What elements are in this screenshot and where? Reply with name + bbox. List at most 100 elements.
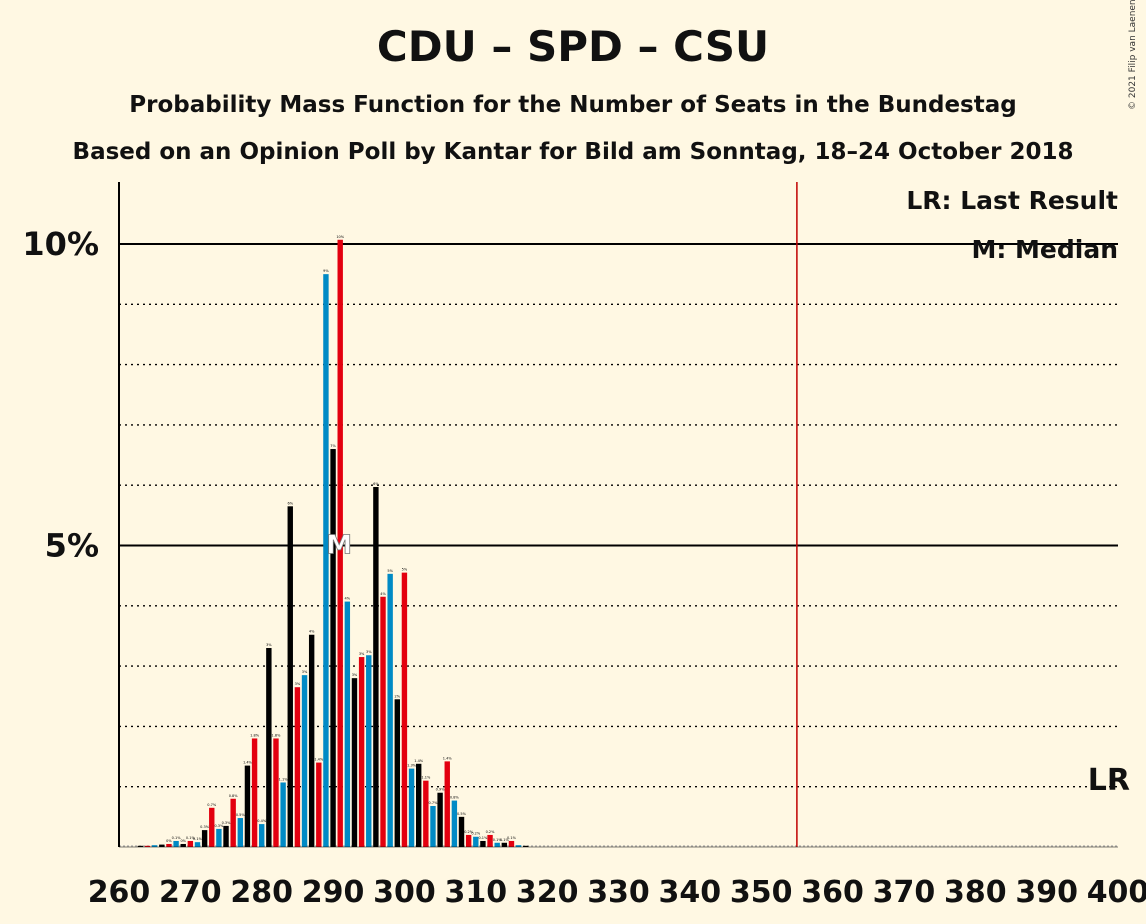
bar-303 [423, 780, 429, 847]
bar-label-276: 0.8% [229, 794, 239, 798]
bar-label-295: 3% [366, 650, 372, 654]
bar-265 [151, 845, 158, 847]
bar-275 [223, 825, 229, 847]
bar-298 [387, 573, 393, 847]
bar-281 [266, 648, 272, 847]
bar-label-268: 0.1% [172, 836, 182, 840]
bars [137, 239, 529, 848]
bar-305 [437, 792, 443, 847]
bar-284 [287, 506, 293, 847]
bar-label-291: 10% [336, 235, 344, 239]
bar-267 [166, 843, 172, 847]
last-result-label: LR [1088, 763, 1130, 798]
bar-label-308: 0.5% [457, 812, 467, 816]
bar-266 [159, 844, 165, 847]
bar-268 [173, 840, 179, 847]
bar-label-272: 0.3% [200, 825, 210, 829]
bar-label-294: 3% [359, 652, 365, 656]
bar-label-297: 4% [380, 592, 386, 596]
bar-label-284: 6% [287, 501, 293, 505]
bar-label-300: 5% [402, 568, 408, 572]
bar-278 [244, 765, 251, 847]
y-tick-5: 5% [45, 527, 99, 565]
bar-283 [280, 782, 286, 847]
bar-314 [501, 842, 508, 847]
bar-label-312: 0.2% [486, 830, 496, 834]
bar-label-315: 0.1% [507, 836, 517, 840]
bar-292 [344, 601, 351, 847]
bar-287 [308, 634, 315, 847]
bar-label-299: 2% [395, 694, 401, 698]
bar-307 [451, 800, 458, 847]
bar-label-287: 4% [309, 630, 315, 634]
y-tick-labels: 5% 10% [22, 225, 99, 565]
x-tick-330: 330 [587, 875, 650, 910]
x-tick-310: 310 [444, 875, 507, 910]
bar-label-277: 0.5% [236, 813, 246, 817]
legend-median: M: Median [971, 235, 1118, 264]
bar-271 [194, 842, 201, 847]
bar-308 [458, 816, 465, 847]
bar-317 [523, 845, 529, 847]
bar-label-301: 1.3% [407, 764, 417, 768]
median-marker: M [326, 531, 352, 561]
bar-label-293: 3% [352, 673, 358, 677]
bar-279 [251, 738, 258, 847]
bar-label-288: 1.4% [314, 758, 324, 762]
x-tick-350: 350 [730, 875, 793, 910]
bar-label-292: 4% [345, 597, 351, 601]
bar-label-290: 7% [330, 444, 336, 448]
copyright-note: © 2021 Filip van Laenen [1128, 0, 1138, 110]
bar-306 [444, 761, 450, 847]
bar-280 [259, 824, 265, 847]
bar-label-280: 0.4% [257, 819, 267, 823]
grid-lines [119, 243, 1118, 847]
x-tick-300: 300 [373, 875, 436, 910]
bar-311 [480, 840, 486, 847]
bar-309 [465, 834, 472, 847]
bar-label-313: 0.1% [493, 838, 503, 842]
bar-299 [394, 699, 400, 847]
bar-label-296: 6% [373, 482, 379, 486]
bar-label-274: 0.3% [214, 824, 224, 828]
bar-label-283: 1.1% [279, 777, 289, 781]
bar-label-298: 5% [387, 569, 393, 573]
x-tick-360: 360 [801, 875, 864, 910]
bar-269 [180, 843, 186, 847]
bar-285 [294, 687, 301, 847]
bar-286 [301, 675, 308, 847]
x-tick-370: 370 [873, 875, 936, 910]
bar-labels: 0%0.1%0%0.1%0.1%0.3%0.7%0.3%0.3%0.8%0.5%… [166, 235, 516, 843]
bar-304 [430, 805, 436, 847]
bar-297 [380, 596, 386, 847]
x-tick-290: 290 [302, 875, 365, 910]
bar-label-289: 9% [323, 269, 329, 273]
x-tick-400: 400 [1087, 875, 1146, 910]
bar-label-303: 1.1% [421, 776, 431, 780]
bar-295 [366, 655, 372, 847]
bar-288 [316, 762, 322, 847]
bar-301 [408, 768, 415, 847]
bar-290 [330, 449, 336, 847]
bar-312 [487, 834, 493, 847]
bar-label-278: 1.4% [243, 761, 253, 765]
bar-289 [323, 274, 329, 847]
x-tick-380: 380 [944, 875, 1007, 910]
bar-277 [237, 818, 244, 847]
bar-label-273: 0.7% [207, 803, 217, 807]
bar-label-269: 0% [180, 839, 186, 843]
bar-302 [416, 763, 422, 847]
bar-label-302: 1.4% [414, 759, 424, 763]
x-tick-270: 270 [159, 875, 222, 910]
bar-label-314: 0.1% [500, 838, 510, 842]
bar-label-279: 1.8% [250, 733, 260, 737]
x-tick-280: 280 [230, 875, 293, 910]
bar-296 [373, 487, 379, 847]
bar-label-275: 0.3% [222, 821, 232, 825]
bar-label-271: 0.1% [193, 837, 203, 841]
bar-label-267: 0% [166, 839, 172, 843]
bar-270 [187, 840, 194, 847]
x-tick-320: 320 [516, 875, 579, 910]
bar-label-281: 3% [266, 643, 272, 647]
